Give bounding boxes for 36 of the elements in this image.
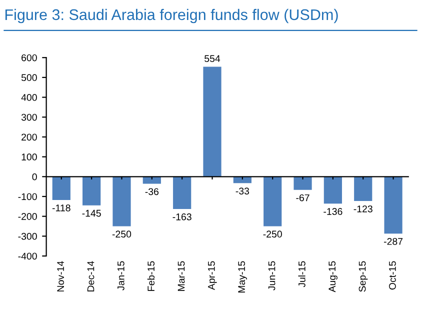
x-tick-label: Jan-15	[118, 261, 124, 290]
y-tick-label: 500	[21, 74, 37, 82]
data-label: -123	[354, 205, 372, 212]
data-label: -163	[172, 213, 192, 220]
x-tick-label: Dec-14	[87, 261, 94, 292]
y-tick-label: 600	[22, 54, 37, 62]
y-tick-label: 0	[32, 173, 37, 180]
data-label: -67	[296, 194, 310, 202]
x-tick-label: Apr-15	[208, 261, 217, 290]
x-tick-label: Sep-15	[358, 261, 368, 292]
data-label: -145	[82, 210, 101, 217]
x-tick-label: May-15	[238, 261, 247, 292]
y-tick-label: -100	[18, 193, 37, 200]
data-label: -136	[324, 208, 342, 215]
x-tick-label: Mar-15	[178, 261, 185, 291]
data-label: -287	[384, 238, 403, 245]
y-tick-label: 200	[22, 134, 37, 141]
x-tick-label: Feb-15	[147, 261, 155, 291]
data-label: -33	[236, 188, 250, 194]
x-tick-label: Jun-15	[268, 261, 276, 290]
y-tick-label: -300	[18, 232, 37, 240]
data-label: -36	[145, 188, 159, 196]
y-tick-label: 100	[22, 154, 37, 160]
y-tick-label: 300	[21, 114, 37, 121]
data-label: -118	[52, 204, 70, 212]
x-tick-label: Oct-15	[389, 261, 396, 290]
data-label: -250	[263, 230, 282, 238]
y-tick-label: -400	[18, 252, 37, 260]
y-tick-label: 400	[21, 94, 37, 101]
x-tick-label: Jul-15	[298, 261, 306, 288]
x-tick-label: Nov-14	[57, 261, 64, 292]
y-tick-label: -200	[18, 213, 37, 220]
chart-title: Figure 3: Saudi Arabia foreign funds flow (USDm)	[5, 8, 338, 24]
x-tick-label: Aug-15	[328, 261, 338, 292]
data-label: -250	[112, 230, 132, 238]
data-label: 554	[204, 55, 220, 62]
